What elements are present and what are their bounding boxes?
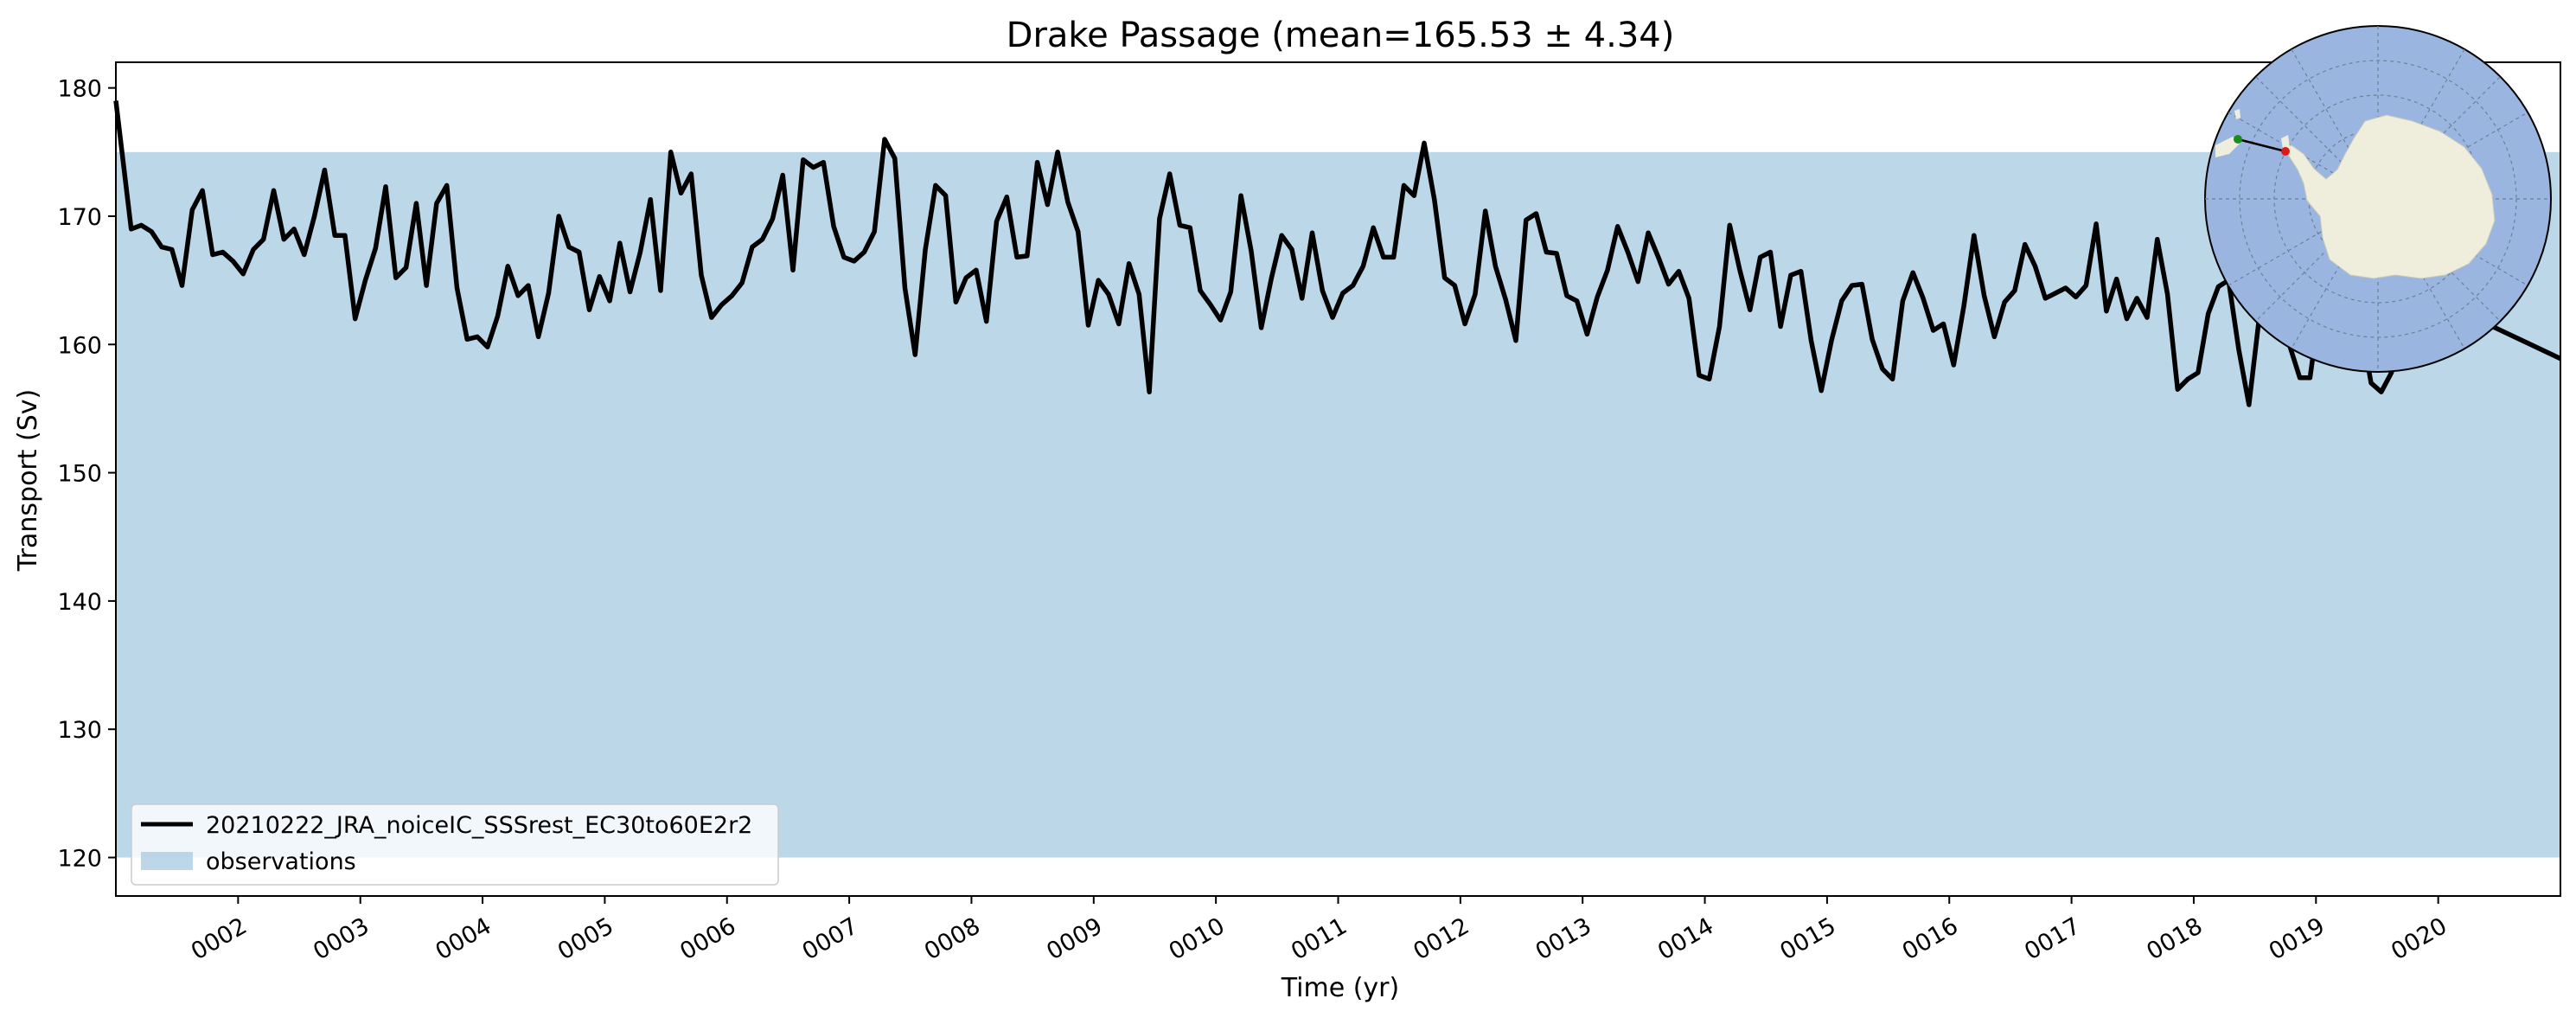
x-tick-label: 0010: [1165, 912, 1230, 965]
observations-band: [116, 151, 2560, 858]
x-tick-label: 0018: [2142, 912, 2207, 965]
y-tick-label: 160: [57, 332, 102, 359]
x-tick-label: 0017: [2020, 912, 2085, 965]
x-tick-label: 0015: [1775, 912, 1840, 965]
transect-start-marker: [2234, 135, 2242, 144]
x-axis: 0002 0003 0004 0005 0006 0007 0008 0009 0010 0011…: [187, 896, 2451, 965]
legend-label-observations: observations: [206, 848, 356, 875]
legend-box: [131, 803, 779, 886]
y-axis: 120 130 140 150 160 170 180: [57, 76, 116, 873]
x-tick-label: 0020: [2387, 912, 2451, 965]
antarctica-map-icon: [2204, 25, 2552, 373]
peninsula-fragment: [2281, 135, 2290, 149]
x-tick-label: 0006: [675, 912, 740, 965]
x-tick-label: 0008: [920, 912, 985, 965]
series-line-0: [113, 100, 2562, 407]
y-axis-label: Transport (Sv): [13, 389, 43, 573]
x-tick-label: 0011: [1287, 912, 1352, 965]
south-georgia-fragment: [2234, 109, 2240, 119]
y-tick-label: 170: [57, 204, 102, 231]
x-tick-label: 0016: [1898, 912, 1963, 965]
x-tick-label: 0004: [431, 912, 496, 965]
south-america-tip: [2215, 137, 2240, 157]
y-tick-label: 130: [57, 717, 102, 744]
y-tick-label: 120: [57, 846, 102, 873]
chart-title: Drake Passage (mean=165.53 ± 4.34): [1007, 16, 1675, 55]
x-tick-label: 0005: [553, 912, 618, 965]
transect-end-marker: [2281, 147, 2290, 156]
x-tick-label: 0009: [1042, 912, 1107, 965]
x-axis-label: Time (yr): [1281, 973, 1399, 1003]
chart-legend: 20210222_JRA_noiceIC_SSSrest_EC30to60E2r…: [131, 803, 779, 886]
x-tick-label: 0014: [1653, 912, 1718, 965]
y-tick-label: 140: [57, 589, 102, 616]
x-tick-label: 0002: [187, 912, 252, 965]
x-tick-label: 0003: [309, 912, 374, 965]
y-tick-label: 150: [57, 461, 102, 488]
x-tick-label: 0012: [1409, 912, 1473, 965]
series-layer: [113, 100, 2562, 407]
antarctica-land: [2282, 114, 2496, 279]
x-tick-label: 0013: [1531, 912, 1596, 965]
y-tick-label: 180: [57, 76, 102, 103]
legend-swatch-observations: [141, 852, 193, 870]
x-tick-label: 0007: [798, 912, 863, 965]
legend-label-model: 20210222_JRA_noiceIC_SSSrest_EC30to60E2r…: [206, 812, 752, 839]
x-tick-label: 0019: [2265, 912, 2330, 965]
transect-line: [2237, 138, 2286, 153]
observations-layer: [116, 151, 2560, 858]
